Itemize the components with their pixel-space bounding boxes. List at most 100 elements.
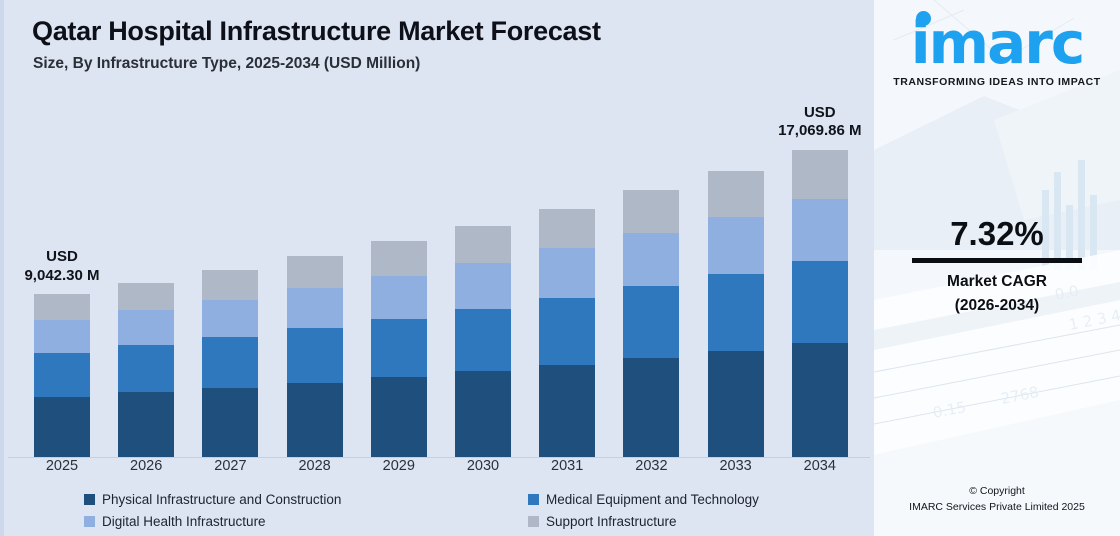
legend-item[interactable]: Medical Equipment and Technology <box>528 492 759 507</box>
bar-segment[interactable] <box>286 256 343 289</box>
bar-2029[interactable] <box>370 241 427 457</box>
bar-segment[interactable] <box>455 371 511 457</box>
bar-segment[interactable] <box>539 365 596 457</box>
bar-segment[interactable] <box>623 358 680 457</box>
bar-segment[interactable] <box>707 216 764 274</box>
bar-segment[interactable] <box>455 308 511 372</box>
cagr-value: 7.32% <box>950 215 1044 252</box>
value-callout-2034: USD 17,069.86 M <box>778 104 861 142</box>
bar-2031[interactable] <box>539 208 596 457</box>
legend-item[interactable]: Support Infrastructure <box>528 514 677 529</box>
legend-label: Support Infrastructure <box>546 514 677 529</box>
legend-label: Medical Equipment and Technology <box>546 492 759 507</box>
callout-prefix: USD <box>46 247 78 265</box>
bar-segment[interactable] <box>370 377 427 457</box>
x-tick-2033: 2033 <box>719 458 752 474</box>
bar-segment[interactable] <box>539 298 596 366</box>
bar-segment[interactable] <box>202 269 259 300</box>
bar-segment[interactable] <box>623 286 680 359</box>
brand-panel: 0.15 2768 2768 0.0 1 2 3 4 imarc TRANSFO… <box>874 0 1120 536</box>
bar-segment[interactable] <box>623 190 680 234</box>
bar-segment[interactable] <box>286 328 343 383</box>
copyright-line-2: IMARC Services Private Limited 2025 <box>909 501 1085 514</box>
bar-segment[interactable] <box>34 352 90 397</box>
bar-segment[interactable] <box>34 320 90 353</box>
bar-segment[interactable] <box>370 318 427 378</box>
bar-2034[interactable] <box>791 150 848 457</box>
callout-prefix: USD <box>803 103 836 121</box>
chart-legend: Physical Infrastructure and Construction… <box>0 490 874 536</box>
bar-segment[interactable] <box>34 396 90 457</box>
bar-segment[interactable] <box>370 275 427 319</box>
bar-segment[interactable] <box>791 150 848 200</box>
page-subtitle: Size, By Infrastructure Type, 2025-2034 … <box>33 55 421 72</box>
bar-2032[interactable] <box>623 190 680 457</box>
bar-segment[interactable] <box>539 248 596 299</box>
cagr-divider <box>912 258 1082 263</box>
x-tick-2026: 2026 <box>130 458 163 474</box>
x-tick-2030: 2030 <box>466 458 500 474</box>
bar-2028[interactable] <box>286 256 343 457</box>
bar-segment[interactable] <box>539 208 596 249</box>
cagr-label: Market CAGR (2026-2034) <box>874 270 1120 318</box>
plot-area: USD 9,042.30 M USD 17,069.86 M <box>0 90 874 458</box>
bar-segment[interactable] <box>202 299 259 338</box>
x-tick-2032: 2032 <box>635 458 668 474</box>
bar-segment[interactable] <box>286 288 343 329</box>
bar-segment[interactable] <box>791 260 848 344</box>
page-title: Qatar Hospital Infrastructure Market For… <box>32 16 601 46</box>
bar-segment[interactable] <box>118 310 175 346</box>
bar-segment[interactable] <box>118 345 175 393</box>
bar-segment[interactable] <box>455 225 511 263</box>
imarc-dot-icon <box>915 11 931 26</box>
background-graphic: 0.15 2768 2768 0.0 1 2 3 4 <box>874 0 1120 536</box>
bar-segment[interactable] <box>202 387 259 457</box>
bar-2033[interactable] <box>707 170 764 457</box>
legend-item[interactable]: Physical Infrastructure and Construction <box>84 492 341 507</box>
callout-value: 9,042.30 M <box>24 266 100 284</box>
legend-swatch-icon <box>84 494 95 505</box>
x-axis-labels: 2025 2026 2027 2028 2029 2030 2031 2032 2033 2034 <box>0 458 874 484</box>
x-tick-2034: 2034 <box>803 458 836 474</box>
copyright-notice: © Copyright IMARC Services Private Limit… <box>874 483 1120 516</box>
bar-segment[interactable] <box>370 241 427 276</box>
bar-segment[interactable] <box>202 337 259 388</box>
bar-2027[interactable] <box>202 269 259 457</box>
x-tick-2029: 2029 <box>382 458 415 474</box>
bar-2030[interactable] <box>455 225 511 457</box>
bar-segment[interactable] <box>34 294 90 321</box>
legend-swatch-icon <box>528 516 539 527</box>
panel-left-edge <box>0 0 4 536</box>
bar-segment[interactable] <box>791 199 848 261</box>
bar-segment[interactable] <box>118 282 175 311</box>
bar-segment[interactable] <box>707 170 764 217</box>
copyright-line-1: © Copyright <box>969 485 1025 497</box>
legend-swatch-icon <box>528 494 539 505</box>
bar-segment[interactable] <box>455 262 511 309</box>
legend-swatch-icon <box>84 516 95 527</box>
bar-segment[interactable] <box>623 233 680 287</box>
cagr-label-primary: Market CAGR <box>947 273 1047 290</box>
bar-segment[interactable] <box>707 273 764 352</box>
x-axis-line <box>8 457 870 458</box>
logo-tagline: TRANSFORMING IDEAS INTO IMPACT <box>893 76 1101 88</box>
bar-segment[interactable] <box>707 351 764 457</box>
legend-item[interactable]: Digital Health Infrastructure <box>84 514 266 529</box>
bar-segment[interactable] <box>791 343 848 457</box>
cagr-label-period: (2026-2034) <box>954 297 1040 315</box>
bar-segment[interactable] <box>118 392 175 457</box>
bar-2026[interactable] <box>118 282 175 457</box>
x-tick-2031: 2031 <box>551 458 584 474</box>
bar-2025[interactable] <box>34 294 90 457</box>
svg-text:0.0: 0.0 <box>1053 282 1080 304</box>
x-tick-2027: 2027 <box>214 458 247 474</box>
legend-label: Physical Infrastructure and Construction <box>102 492 342 507</box>
value-callout-2025: USD 9,042.30 M <box>24 248 99 286</box>
x-tick-2028: 2028 <box>298 458 331 474</box>
imarc-logo: imarc TRANSFORMING IDEAS INTO IMPACT <box>874 9 1120 88</box>
legend-label: Digital Health Infrastructure <box>102 514 266 529</box>
bar-segment[interactable] <box>286 382 343 457</box>
x-tick-2025: 2025 <box>45 458 79 474</box>
logo-wordmark: imarc <box>910 9 1085 77</box>
